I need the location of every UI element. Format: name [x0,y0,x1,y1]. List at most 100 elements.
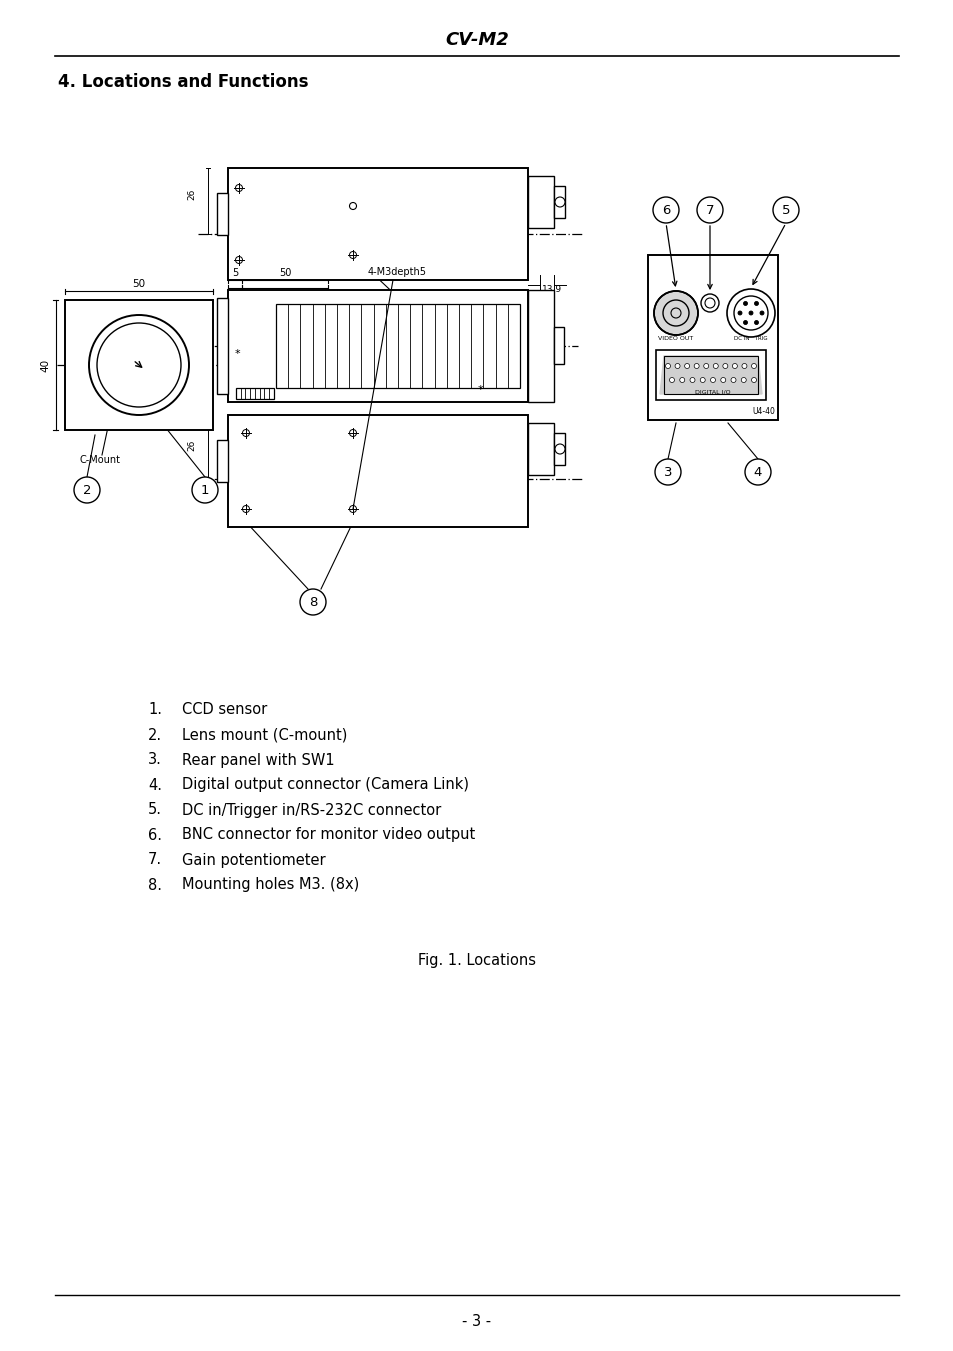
Text: 5: 5 [232,299,238,308]
Text: CCD sensor: CCD sensor [182,703,267,717]
Bar [527,176,554,228]
Bar [275,304,519,388]
Circle shape [689,377,695,382]
Circle shape [669,377,674,382]
Text: 5: 5 [232,267,238,278]
Text: Gain potentiometer: Gain potentiometer [182,852,325,867]
Bar [656,350,765,400]
Circle shape [713,363,718,369]
Circle shape [697,197,722,223]
Circle shape [684,363,689,369]
Text: 2.: 2. [148,727,162,743]
Text: Mounting holes M3. (8x): Mounting holes M3. (8x) [182,878,359,893]
Circle shape [754,320,758,324]
Circle shape [694,363,699,369]
Text: 120: 120 [369,319,387,330]
Text: 4: 4 [753,466,761,478]
Text: 50: 50 [278,299,291,308]
Circle shape [754,301,758,305]
Text: *: * [476,385,482,394]
Text: Fig. 1. Locations: Fig. 1. Locations [417,952,536,967]
Circle shape [192,477,218,503]
Text: U4-40: U4-40 [751,408,774,416]
Text: VIDEO OUT: VIDEO OUT [658,336,693,342]
Circle shape [722,363,727,369]
Polygon shape [659,357,761,394]
Text: 4. Locations and Functions: 4. Locations and Functions [58,73,308,91]
Text: BNC connector for monitor video output: BNC connector for monitor video output [182,828,475,843]
Circle shape [652,197,679,223]
Bar [119,349,159,381]
Circle shape [742,301,747,305]
Circle shape [299,589,326,615]
Text: 3: 3 [663,466,672,478]
Circle shape [744,459,770,485]
Text: Rear panel with SW1: Rear panel with SW1 [182,753,335,767]
Text: 13.9: 13.9 [541,285,561,295]
Circle shape [751,377,756,382]
Text: 40: 40 [40,358,50,372]
Circle shape [700,377,704,382]
Bar [216,440,228,482]
Circle shape [760,311,763,315]
Text: DC in/Trigger in/RS-232C connector: DC in/Trigger in/RS-232C connector [182,802,441,817]
Bar [65,300,213,430]
Circle shape [74,477,100,503]
Text: 6.: 6. [148,828,162,843]
Text: 7: 7 [705,204,714,216]
Circle shape [732,363,737,369]
Circle shape [555,197,564,207]
Text: 5.: 5. [148,802,162,817]
Bar [554,327,563,363]
Circle shape [738,311,741,315]
Circle shape [742,320,747,324]
Circle shape [665,363,670,369]
Text: C-Mount: C-Mount [80,455,121,465]
Bar [228,168,527,280]
Circle shape [679,377,684,382]
Circle shape [741,363,746,369]
Text: - 3 -: - 3 - [462,1315,491,1329]
Circle shape [720,377,725,382]
Text: 3.: 3. [148,753,162,767]
Text: DC IN   TRIG: DC IN TRIG [734,336,767,342]
Text: 4-M3depth5: 4-M3depth5 [406,297,464,307]
Text: 26: 26 [187,188,195,200]
Text: 4-M3depth5: 4-M3depth5 [368,267,427,277]
Circle shape [740,377,745,382]
Text: 8: 8 [309,596,316,608]
Text: 6: 6 [661,204,670,216]
Bar [228,290,527,403]
Circle shape [654,290,698,335]
Text: 5: 5 [781,204,789,216]
Text: 2: 2 [83,484,91,497]
Text: 4.: 4. [148,777,162,793]
Circle shape [700,295,719,312]
Bar [216,299,228,394]
Circle shape [675,363,679,369]
Circle shape [748,311,752,315]
Text: 50: 50 [132,280,146,289]
Circle shape [772,197,799,223]
Circle shape [555,444,564,454]
Text: 8.: 8. [148,878,162,893]
Text: *: * [233,349,239,359]
Circle shape [710,377,715,382]
Bar [216,193,228,235]
Bar [527,290,554,403]
Text: 26: 26 [187,439,195,451]
Bar [647,255,778,420]
Bar [663,357,758,394]
Circle shape [751,363,756,369]
Circle shape [703,363,708,369]
Bar [235,388,274,399]
Bar [527,423,554,476]
Bar [554,434,564,465]
Circle shape [655,459,680,485]
Text: CV-M2: CV-M2 [445,31,508,49]
Text: Lens mount (C-mount): Lens mount (C-mount) [182,727,347,743]
Circle shape [730,377,735,382]
Bar [228,415,527,527]
Text: 7.: 7. [148,852,162,867]
Text: 50: 50 [278,267,291,278]
